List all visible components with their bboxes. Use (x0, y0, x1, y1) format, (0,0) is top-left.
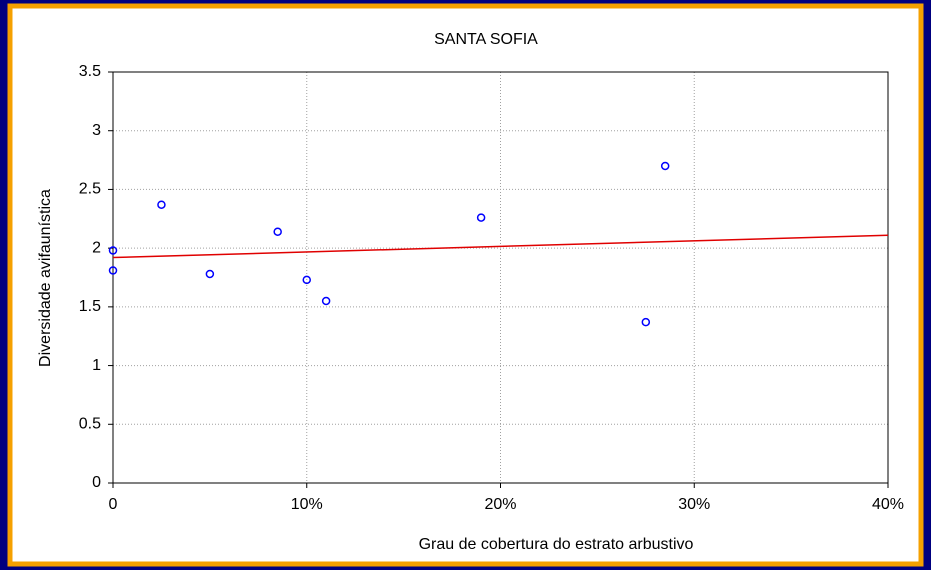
point (476, 213, 486, 222)
point (273, 227, 282, 236)
point (205, 269, 215, 279)
point (108, 266, 118, 275)
y-tick-label: 1 (92, 357, 101, 374)
y-tick-label: 0.5 (79, 416, 101, 433)
point (660, 161, 670, 171)
y-tick-label: 1.5 (79, 298, 101, 315)
x-tick-label: 10% (291, 496, 323, 513)
point (108, 246, 118, 255)
x-tick-label: 30% (678, 496, 710, 513)
point (157, 200, 166, 209)
y-tick-label: 3.5 (79, 63, 101, 80)
y-tick-label: 3 (92, 122, 101, 139)
panel (7, 3, 924, 567)
x-tick-label: 0 (109, 496, 118, 513)
x-axis-label: Grau de cobertura do estrato arbustivo (419, 536, 694, 553)
chart-title: SANTA SOFIA (434, 31, 538, 48)
x-tick-label: 20% (484, 496, 516, 513)
y-tick-label: 0 (92, 474, 101, 491)
y-axis-label: Diversidade avifaunística (37, 189, 54, 367)
x-tick-label: 40% (872, 496, 904, 513)
fit-line (112, 234, 889, 259)
point (302, 275, 311, 285)
y-tick-label: 2 (92, 239, 101, 256)
plot-frame (112, 71, 889, 484)
y-tick-label: 2.5 (79, 181, 101, 198)
point (641, 317, 651, 327)
point (321, 296, 331, 306)
